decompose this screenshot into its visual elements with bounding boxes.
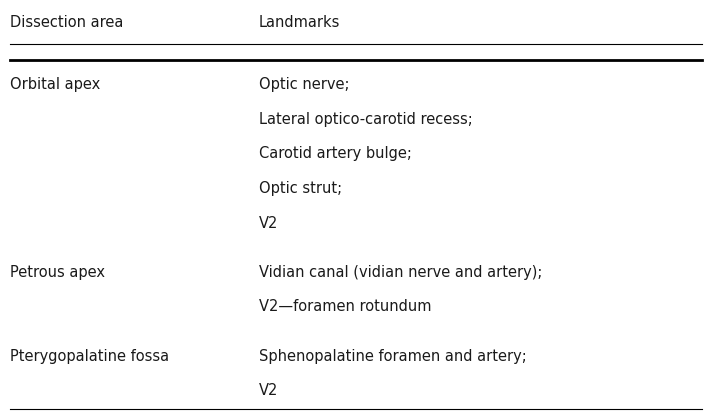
Text: Optic strut;: Optic strut; (259, 181, 342, 196)
Text: Optic nerve;: Optic nerve; (259, 77, 350, 92)
Text: Vidian canal (vidian nerve and artery);: Vidian canal (vidian nerve and artery); (259, 265, 542, 280)
Text: V2: V2 (259, 216, 278, 231)
Text: Petrous apex: Petrous apex (10, 265, 105, 280)
Text: Pterygopalatine fossa: Pterygopalatine fossa (10, 349, 169, 364)
Text: Lateral optico-carotid recess;: Lateral optico-carotid recess; (259, 112, 472, 127)
Text: Sphenopalatine foramen and artery;: Sphenopalatine foramen and artery; (259, 349, 527, 364)
Text: V2—foramen rotundum: V2—foramen rotundum (259, 299, 431, 314)
Text: V2: V2 (259, 383, 278, 398)
Text: Orbital apex: Orbital apex (10, 77, 100, 92)
Text: Landmarks: Landmarks (259, 15, 340, 30)
Text: Dissection area: Dissection area (10, 15, 123, 30)
Text: Carotid artery bulge;: Carotid artery bulge; (259, 146, 412, 161)
